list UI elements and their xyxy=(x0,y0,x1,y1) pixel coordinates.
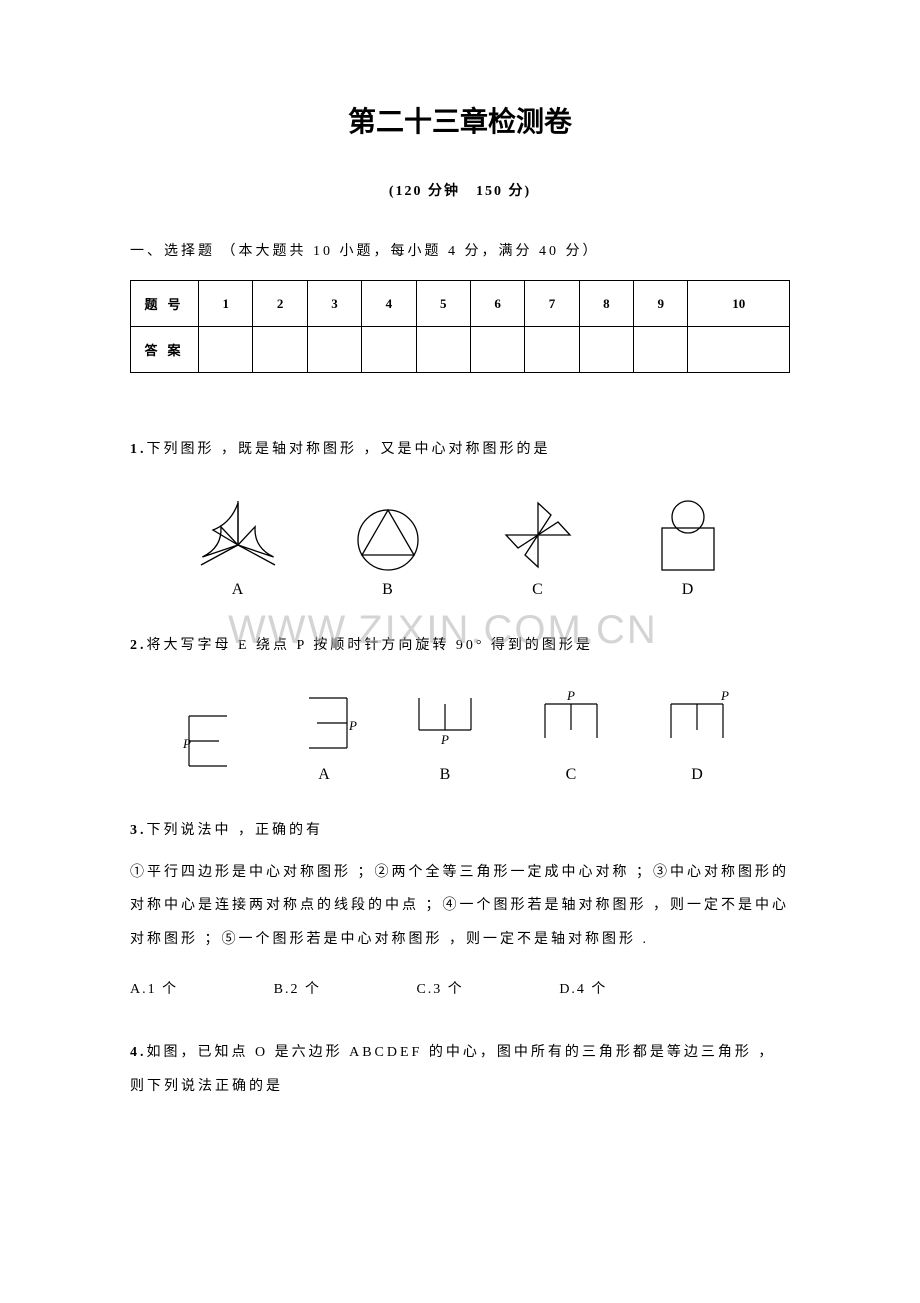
q4-text: 如图，已知点 O 是六边形 ABCDEF 的中心，图中所有的三角形都是等边三角形… xyxy=(130,1045,775,1094)
q1-num: 1. xyxy=(130,442,147,457)
answer-cell[interactable] xyxy=(362,327,416,373)
question-2: 2.将大写字母 E 绕点 P 按顺时针方向旋转 90° 得到的图形是 xyxy=(130,629,790,663)
section1-header: 一、选择题 （本大题共 10 小题，每小题 4 分，满分 40 分） xyxy=(130,240,790,260)
opt-c: C.3 个 xyxy=(416,973,463,1007)
answer-cell[interactable] xyxy=(307,327,361,373)
col-h: 3 xyxy=(307,281,361,327)
rotated-e-a-icon: P xyxy=(289,690,359,760)
fig-label: D xyxy=(691,766,703,783)
q1-fig-b: B xyxy=(348,495,428,599)
opt-b: B.2 个 xyxy=(274,973,321,1007)
col-h: 8 xyxy=(579,281,633,327)
question-4: 4.如图，已知点 O 是六边形 ABCDEF 的中心，图中所有的三角形都是等边三… xyxy=(130,1036,790,1103)
svg-text:P: P xyxy=(440,732,449,747)
col-h: 4 xyxy=(362,281,416,327)
answer-cell[interactable] xyxy=(634,327,688,373)
fig-label: D xyxy=(682,581,694,598)
q2-fig-b: P B xyxy=(405,690,485,784)
svg-text:P: P xyxy=(720,690,729,703)
q1-text: 下列图形 ，既是轴对称图形 ，又是中心对称图形的是 xyxy=(147,442,551,457)
answer-cell[interactable] xyxy=(579,327,633,373)
q2-text: 将大写字母 E 绕点 P 按顺时针方向旋转 90° 得到的图形是 xyxy=(147,638,593,653)
row-label: 题号 xyxy=(131,281,199,327)
rotated-e-d-icon: P xyxy=(657,690,737,760)
answer-cell[interactable] xyxy=(525,327,579,373)
q2-fig-a: P A xyxy=(289,690,359,784)
col-h: 9 xyxy=(634,281,688,327)
q3-detail: ①平行四边形是中心对称图形 ；②两个全等三角形一定成中心对称 ；③中心对称图形的… xyxy=(130,856,790,957)
svg-text:P: P xyxy=(566,690,575,703)
col-h: 6 xyxy=(470,281,524,327)
fig-label: B xyxy=(440,766,451,783)
col-h: 2 xyxy=(253,281,307,327)
q2-num: 2. xyxy=(130,638,147,653)
circle-triangle-icon xyxy=(348,495,428,575)
q1-fig-a: A xyxy=(193,495,283,599)
q3-num: 3. xyxy=(130,823,147,838)
col-h: 7 xyxy=(525,281,579,327)
rotated-e-c-icon: P xyxy=(531,690,611,760)
q2-original: P xyxy=(183,708,243,784)
col-h: 5 xyxy=(416,281,470,327)
answer-cell[interactable] xyxy=(470,327,524,373)
answer-cell[interactable] xyxy=(199,327,253,373)
q2-figures: P P A P B xyxy=(130,690,790,784)
table-row: 题号 1 2 3 4 5 6 7 8 9 10 xyxy=(131,281,790,327)
table-row: 答案 xyxy=(131,327,790,373)
fig-label: C xyxy=(532,581,543,598)
answer-cell[interactable] xyxy=(253,327,307,373)
pinwheel-icon xyxy=(493,495,583,575)
question-3: 3.下列说法中 ，正确的有 ①平行四边形是中心对称图形 ；②两个全等三角形一定成… xyxy=(130,814,790,1006)
row-label: 答案 xyxy=(131,327,199,373)
opt-d: D.4 个 xyxy=(559,973,607,1007)
question-1: 1.下列图形 ，既是轴对称图形 ，又是中心对称图形的是 xyxy=(130,433,790,467)
fig-label: A xyxy=(232,581,244,598)
fig-label: A xyxy=(318,766,330,783)
q3-options: A.1 个 B.2 个 C.3 个 D.4 个 xyxy=(130,973,790,1007)
col-h: 1 xyxy=(199,281,253,327)
opt-a: A.1 个 xyxy=(130,973,178,1007)
q4-num: 4. xyxy=(130,1045,147,1060)
answer-cell[interactable] xyxy=(688,327,790,373)
triskelion-icon xyxy=(193,495,283,575)
subtitle: (120 分钟 150 分) xyxy=(130,180,790,200)
answer-table: 题号 1 2 3 4 5 6 7 8 9 10 答案 xyxy=(130,280,790,373)
svg-text:P: P xyxy=(348,718,357,733)
fig-label: B xyxy=(382,581,393,598)
col-h: 10 xyxy=(688,281,790,327)
page-title: 第二十三章检测卷 xyxy=(130,100,790,140)
circle-square-icon xyxy=(648,495,728,575)
rotated-e-b-icon: P xyxy=(405,690,485,760)
q2-fig-c: P C xyxy=(531,690,611,784)
q1-fig-d: D xyxy=(648,495,728,599)
q3-text: 下列说法中 ，正确的有 xyxy=(147,823,324,838)
fig-label: C xyxy=(566,766,577,783)
answer-cell[interactable] xyxy=(416,327,470,373)
q1-figures: A B C D xyxy=(130,495,790,599)
letter-e-icon: P xyxy=(183,708,243,778)
q2-fig-d: P D xyxy=(657,690,737,784)
svg-text:P: P xyxy=(183,736,191,751)
q1-fig-c: C xyxy=(493,495,583,599)
